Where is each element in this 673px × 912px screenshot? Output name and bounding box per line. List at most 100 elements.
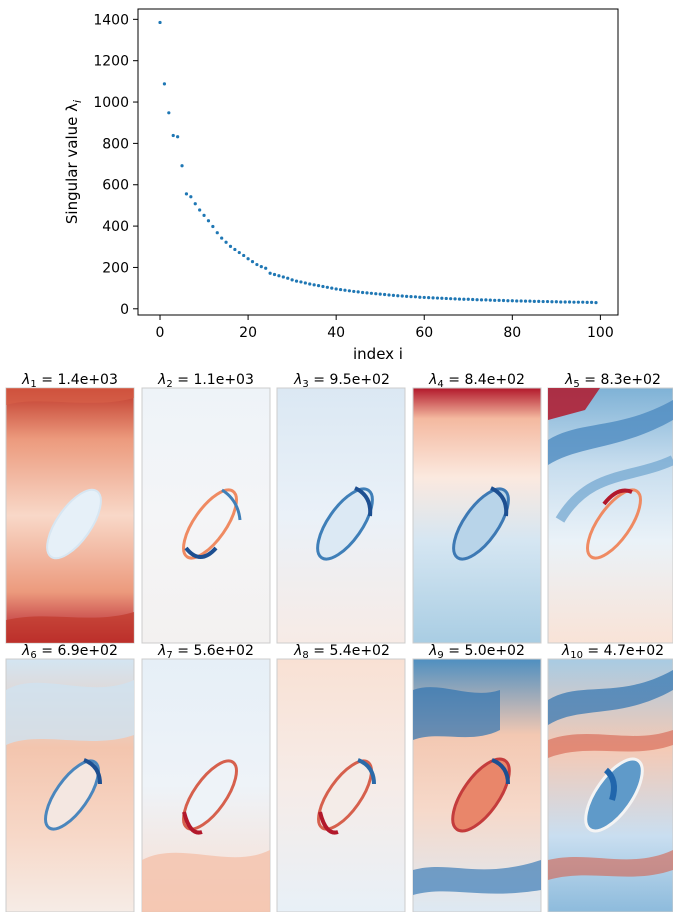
- y-axis: 0 200 400 600 800 1000 1200 1400: [93, 12, 138, 318]
- data-point: [171, 133, 175, 138]
- data-point: [383, 292, 387, 297]
- plot-frame: [137, 8, 619, 316]
- panel-6-title: λ6 = 6.9e+02: [21, 643, 118, 661]
- data-point: [567, 300, 572, 304]
- data-point: [422, 295, 426, 300]
- x-axis: 0 20 40 60 80 100: [156, 315, 614, 341]
- panel-2: λ2 = 1.1e+03: [141, 372, 271, 644]
- y-tick-label: 1000: [93, 95, 129, 111]
- data-point: [545, 299, 550, 304]
- data-point: [264, 266, 268, 270]
- data-point: [237, 250, 241, 255]
- data-point: [211, 224, 215, 229]
- x-tick-label: 100: [587, 325, 614, 341]
- data-point: [510, 299, 514, 303]
- data-point: [206, 219, 211, 223]
- data-point: [365, 291, 369, 295]
- panel-7: λ7 = 5.6e+02: [141, 643, 271, 912]
- panel-8-title: λ8 = 5.4e+02: [293, 643, 390, 661]
- data-point: [427, 296, 431, 300]
- data-point: [290, 278, 294, 282]
- data-point: [220, 236, 224, 240]
- data-point: [528, 299, 532, 303]
- data-point: [347, 289, 351, 293]
- data-point: [576, 300, 580, 304]
- panel-5-title: λ5 = 8.3e+02: [564, 372, 661, 390]
- data-point: [435, 296, 440, 300]
- data-point: [202, 213, 206, 217]
- data-point: [343, 288, 347, 292]
- data-point: [550, 300, 554, 304]
- data-point: [338, 287, 343, 292]
- data-point: [541, 299, 545, 304]
- data-point: [462, 297, 466, 301]
- data-point: [374, 292, 378, 296]
- panel-4-title: λ4 = 8.4e+02: [428, 372, 525, 390]
- data-point: [193, 202, 197, 206]
- data-point: [409, 294, 413, 299]
- x-axis-label: index i: [353, 345, 403, 363]
- singular-vector-panels: λ1 = 1.4e+03 λ2 = 1.1e+03 λ3 = 9.5e+02 λ…: [5, 372, 673, 912]
- data-point: [440, 296, 444, 300]
- data-point: [493, 298, 497, 302]
- x-tick-label: 40: [327, 325, 345, 341]
- data-point: [224, 240, 228, 244]
- data-point: [162, 82, 167, 86]
- data-point: [475, 298, 479, 302]
- panel-6: λ6 = 6.9e+02: [5, 643, 135, 912]
- data-point: [198, 208, 202, 212]
- data-point: [501, 298, 506, 303]
- data-point: [334, 287, 338, 291]
- data-point: [294, 279, 299, 283]
- data-point: [158, 20, 162, 25]
- data-point: [250, 260, 255, 264]
- data-point: [167, 111, 171, 115]
- y-tick-label: 200: [102, 260, 129, 276]
- y-axis-label: Singular value λi: [63, 100, 84, 224]
- data-point: [356, 290, 360, 294]
- panel-10-title: λ10 = 4.7e+02: [561, 643, 664, 661]
- data-point: [444, 296, 448, 301]
- y-tick-label: 1200: [93, 54, 129, 70]
- scatter-chart: 0 20 40 60 80 100 0 200 400 600 800 1000 1200 1400 i…: [63, 8, 619, 363]
- data-point: [176, 135, 180, 139]
- panel-10: λ10 = 4.7e+02: [547, 643, 673, 912]
- data-point: [308, 282, 312, 286]
- y-tick-label: 800: [102, 136, 129, 152]
- data-point: [233, 247, 237, 252]
- data-point: [431, 296, 435, 300]
- data-point: [180, 164, 184, 168]
- x-tick-label: 60: [415, 325, 433, 341]
- panel-5: λ5 = 8.3e+02: [547, 372, 673, 644]
- panel-7-title: λ7 = 5.6e+02: [157, 643, 254, 661]
- y-tick-label: 1400: [93, 12, 129, 28]
- data-point: [242, 253, 246, 258]
- panel-1-title: λ1 = 1.4e+03: [21, 372, 118, 390]
- data-point: [581, 300, 585, 304]
- panel-9-title: λ9 = 5.0e+02: [428, 643, 525, 661]
- data-point: [255, 262, 259, 267]
- data-point: [497, 298, 501, 302]
- data-point: [479, 298, 484, 302]
- data-point: [532, 299, 536, 303]
- data-point: [228, 244, 233, 248]
- data-point: [321, 284, 325, 289]
- data-point: [585, 300, 589, 304]
- data-point: [189, 195, 193, 199]
- x-tick-label: 80: [503, 325, 521, 341]
- data-point: [471, 297, 475, 302]
- data-point: [378, 292, 382, 296]
- data-point: [413, 295, 418, 299]
- x-tick-label: 20: [239, 325, 257, 341]
- data-point: [515, 299, 519, 303]
- panel-8: λ8 = 5.4e+02: [276, 643, 406, 912]
- x-tick-label: 0: [156, 325, 165, 341]
- data-point: [563, 300, 567, 304]
- data-point: [523, 299, 528, 303]
- data-point: [457, 297, 462, 301]
- data-point: [259, 265, 263, 269]
- y-tick-label: 400: [102, 219, 129, 235]
- data-point: [352, 289, 356, 294]
- data-point: [391, 293, 396, 297]
- data-point: [312, 283, 316, 287]
